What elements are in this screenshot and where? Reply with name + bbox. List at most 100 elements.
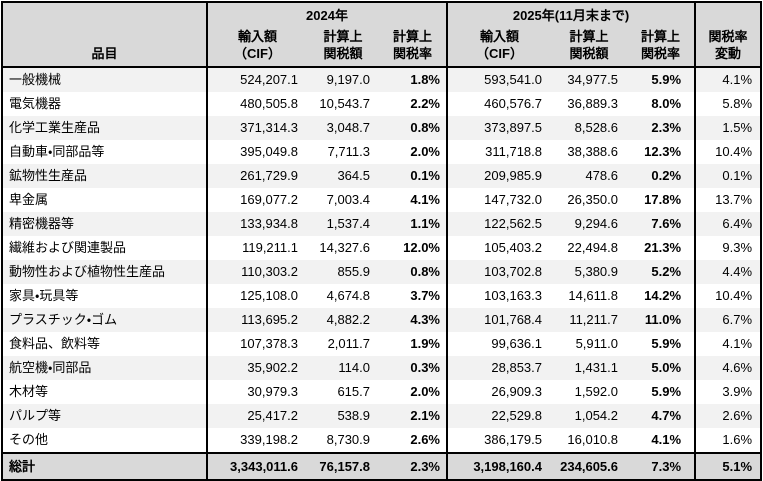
cell-2025-tariff-rate: 7.6%: [651, 216, 682, 231]
table-row: 電気機器 480,505.8 10,543.7 2.2% 460,576.7 36,889…: [2, 92, 762, 116]
cell-2025-tariff-rate: 2.3%: [651, 120, 682, 135]
cell-tariff-rate-change: 4.1%: [694, 332, 762, 356]
cell-2025-import-cif: 460,576.7: [446, 92, 551, 116]
cell-2024-tariff-amount: 14,327.6: [319, 240, 370, 255]
column-header-2024-import-cif: 輸入額 （CIF）: [206, 25, 307, 68]
cell-2025-tariff-rate: 5.9%: [651, 336, 682, 351]
cell-2025-tariff-amount: 1,054.2: [574, 408, 618, 423]
table-row: パルプ等 25,417.2 538.9 2.1% 22,529.8 1,054.2 4.7%…: [2, 404, 762, 428]
cell-tariff-rate-change: 2.6%: [694, 404, 762, 428]
cell-item: 動物性および植物性生産品: [9, 264, 166, 279]
cell-item: 自動車・同部品等: [9, 144, 105, 159]
column-header-item: 品目: [2, 2, 207, 68]
cell-2024-tariff-rate: 1.9%: [410, 336, 440, 351]
cell-2025-tariff-rate: 12.3%: [644, 144, 682, 159]
cell-item: 航空機・同部品: [9, 360, 92, 375]
table-row: 卑金属 169,077.2 7,003.4 4.1% 147,732.0 26,350.0…: [2, 188, 762, 212]
cell-2025-import-cif: 103,163.3: [446, 284, 551, 308]
cell-2024-tariff-rate: 2.1%: [410, 408, 440, 423]
cell-2025-tariff-amount: 36,889.3: [567, 96, 618, 111]
table-row: その他 339,198.2 8,730.9 2.6% 386,179.5 16,010.8…: [2, 428, 762, 453]
cell-2024-tariff-amount: 10,543.7: [319, 96, 370, 111]
cell-2025-tariff-rate: 5.2%: [651, 264, 682, 279]
column-header-2024-calculated-tariff-rate: 計算上 関税率: [379, 25, 447, 68]
cell-2025-tariff-amount: 26,350.0: [567, 192, 618, 207]
cell-tariff-rate-change: 4.1%: [694, 67, 762, 92]
cell-2024-import-cif: 339,198.2: [206, 428, 307, 453]
cell-2025-import-cif: 103,702.8: [446, 260, 551, 284]
cell-2024-import-cif: 25,417.2: [206, 404, 307, 428]
cell-2025-tariff-amount: 22,494.8: [567, 240, 618, 255]
cell-2025-tariff-rate: 7.3%: [627, 452, 696, 480]
cell-tariff-rate-change: 3.9%: [694, 380, 762, 404]
table-row: プラスチック・ゴム 113,695.2 4,882.2 4.3% 101,768.4 11…: [2, 308, 762, 332]
cell-2024-tariff-amount: 9,197.0: [326, 72, 370, 87]
table-header: 品目 2024年 2025年(11月末まで) 関税率 変動 輸入額 （CIF） …: [2, 2, 762, 68]
cell-tariff-rate-change: 10.4%: [694, 140, 762, 164]
cell-2025-import-cif: 28,853.7: [446, 356, 551, 380]
cell-2024-tariff-rate: 2.3%: [379, 452, 447, 480]
cell-2024-tariff-rate: 12.0%: [403, 240, 440, 255]
cell-2024-import-cif: 480,505.8: [206, 92, 307, 116]
cell-2024-import-cif: 371,314.3: [206, 116, 307, 140]
tariff-table-body: 一般機械 524,207.1 9,197.0 1.8% 593,541.0 34,977.…: [2, 67, 762, 480]
table-row: 一般機械 524,207.1 9,197.0 1.8% 593,541.0 34,977.…: [2, 67, 762, 92]
cell-2024-import-cif: 261,729.9: [206, 164, 307, 188]
column-header-2025-calculated-tariff-rate: 計算上 関税率: [627, 25, 696, 68]
cell-item: パルプ等: [9, 408, 62, 423]
cell-2025-tariff-rate: 8.0%: [651, 96, 682, 111]
cell-2025-tariff-rate: 0.2%: [651, 168, 682, 183]
cell-item: 総計: [2, 452, 207, 480]
cell-2025-tariff-amount: 34,977.5: [567, 72, 618, 87]
cell-2024-tariff-amount: 3,048.7: [326, 120, 370, 135]
cell-2025-import-cif: 386,179.5: [446, 428, 551, 453]
cell-2024-import-cif: 125,108.0: [206, 284, 307, 308]
cell-tariff-rate-change: 13.7%: [694, 188, 762, 212]
cell-2025-tariff-rate: 5.0%: [651, 360, 682, 375]
cell-2024-import-cif: 30,979.3: [206, 380, 307, 404]
cell-2024-tariff-rate: 0.1%: [410, 168, 440, 183]
cell-2024-import-cif: 119,211.1: [206, 236, 307, 260]
cell-item: 電気機器: [9, 96, 62, 111]
cell-2024-tariff-rate: 0.8%: [410, 120, 440, 135]
cell-2024-import-cif: 524,207.1: [206, 67, 307, 92]
cell-item: 化学工業生産品: [9, 120, 101, 135]
cell-item: 繊維および関連製品: [9, 240, 127, 255]
cell-2024-tariff-amount: 4,674.8: [326, 288, 370, 303]
cell-2025-import-cif: 3,198,160.4: [446, 452, 551, 480]
cell-tariff-rate-change: 0.1%: [694, 164, 762, 188]
cell-2025-tariff-rate: 14.2%: [644, 288, 682, 303]
cell-2024-import-cif: 169,077.2: [206, 188, 307, 212]
cell-2024-import-cif: 113,695.2: [206, 308, 307, 332]
cell-2025-import-cif: 22,529.8: [446, 404, 551, 428]
cell-2024-tariff-rate: 2.2%: [410, 96, 440, 111]
cell-2024-tariff-rate: 2.6%: [410, 432, 440, 447]
cell-tariff-rate-change: 5.8%: [694, 92, 762, 116]
cell-2025-tariff-amount: 14,611.8: [568, 288, 618, 303]
cell-2024-import-cif: 395,049.8: [206, 140, 307, 164]
cell-2024-tariff-rate: 1.8%: [410, 72, 440, 87]
cell-2025-tariff-amount: 16,010.8: [567, 432, 618, 447]
cell-2025-import-cif: 101,768.4: [446, 308, 551, 332]
cell-tariff-rate-change: 1.5%: [694, 116, 762, 140]
table-row: 鉱物性生産品 261,729.9 364.5 0.1% 209,985.9 478.6 0.…: [2, 164, 762, 188]
cell-2024-tariff-amount: 364.5: [337, 168, 370, 183]
cell-2025-tariff-rate: 21.3%: [644, 240, 682, 255]
cell-2024-tariff-amount: 76,157.8: [307, 452, 379, 480]
cell-2024-tariff-rate: 1.1%: [410, 216, 440, 231]
cell-2024-tariff-amount: 7,003.4: [326, 192, 370, 207]
cell-2025-tariff-amount: 234,605.6: [551, 452, 627, 480]
header-sub-row: 輸入額 （CIF） 計算上 関税額 計算上 関税率 輸入額 （CIF） 計算上 …: [2, 25, 761, 68]
cell-2024-tariff-rate: 0.8%: [410, 264, 440, 279]
cell-2024-tariff-rate: 0.3%: [410, 360, 440, 375]
cell-2024-tariff-amount: 855.9: [337, 264, 370, 279]
cell-tariff-rate-change: 4.6%: [694, 356, 762, 380]
cell-2025-tariff-amount: 478.6: [585, 168, 618, 183]
cell-2024-tariff-amount: 2,011.7: [327, 336, 370, 351]
table-row: 化学工業生産品 371,314.3 3,048.7 0.8% 373,897.5 8,52…: [2, 116, 762, 140]
cell-2025-tariff-rate: 4.1%: [651, 432, 682, 447]
cell-2024-import-cif: 35,902.2: [206, 356, 307, 380]
table-row: 繊維および関連製品 119,211.1 14,327.6 12.0% 105,403.2…: [2, 236, 762, 260]
cell-2025-import-cif: 209,985.9: [446, 164, 551, 188]
